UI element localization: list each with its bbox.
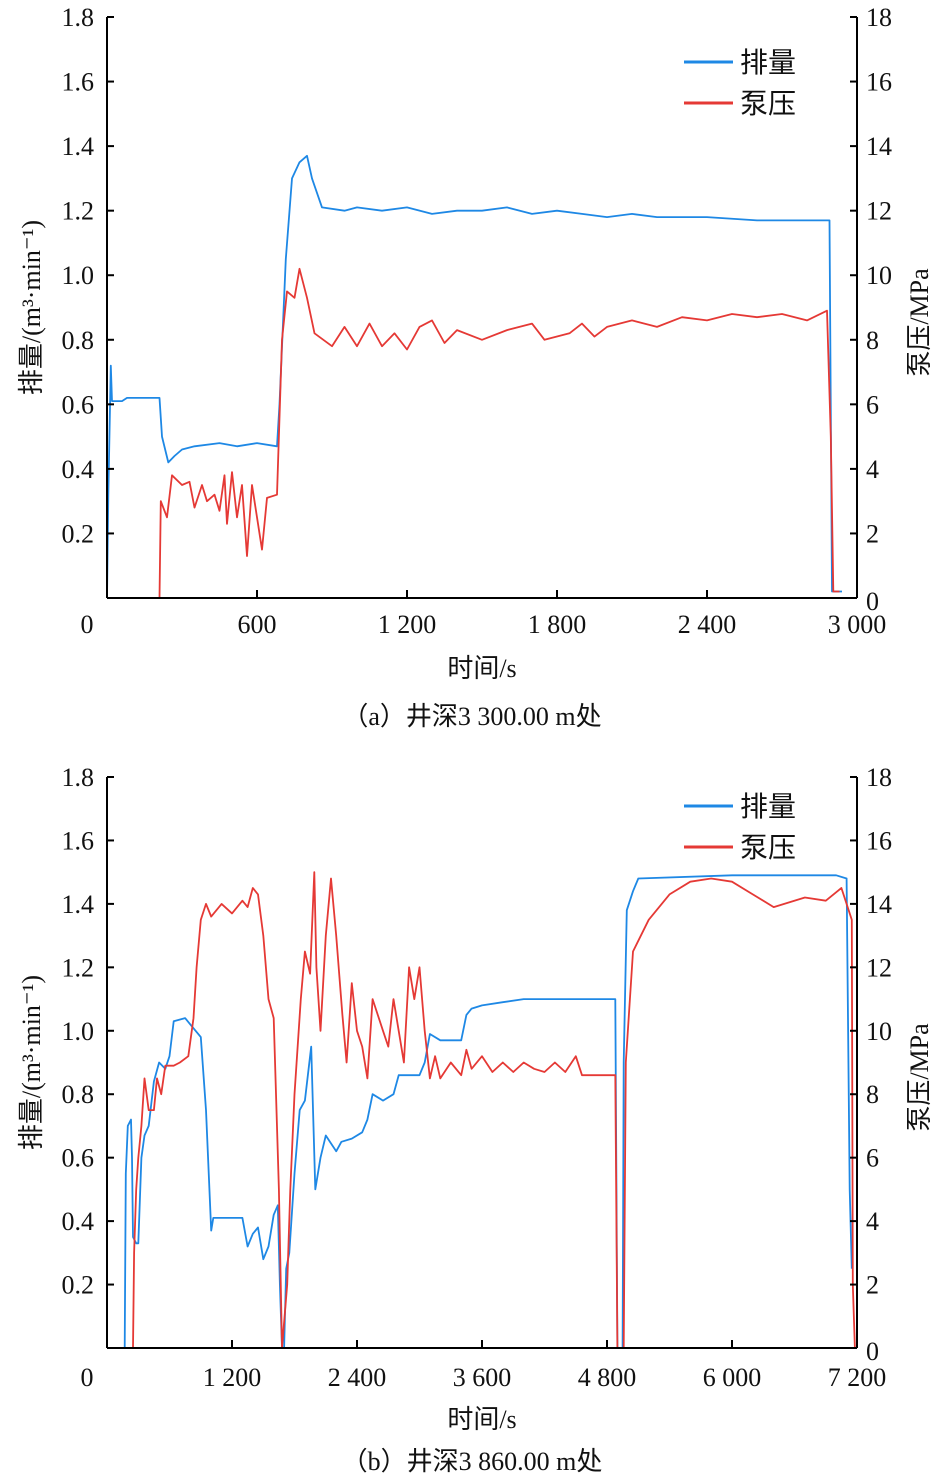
y-tick-label: 1.2 <box>62 197 95 226</box>
y-tick-label: 1.8 <box>62 3 95 32</box>
y-tick-label: 1.0 <box>62 1017 95 1046</box>
y-tick-label: 0.8 <box>62 326 95 355</box>
y-tick-label: 1.4 <box>62 890 95 919</box>
y2-tick-label: 16 <box>866 68 892 97</box>
y-tick-label: 1.4 <box>62 132 95 161</box>
x-tick-label: 3 600 <box>453 1363 512 1392</box>
y2-tick-label: 2 <box>866 1271 879 1300</box>
x-axis-title: 时间/s <box>447 654 516 683</box>
x-tick-label: 4 800 <box>578 1363 637 1392</box>
y-tick-label: 0.2 <box>62 519 95 548</box>
chart-caption: （b）井深3 860.00 m处 <box>342 1447 603 1476</box>
y-tick-label: 0.4 <box>62 1207 95 1236</box>
chart-panel-0: 0 600 1 200 1 800 2 400 3 000 0.2 0.4 0.6 0.8 1.0 1… <box>17 3 934 731</box>
y-tick-label: 0.4 <box>62 455 95 484</box>
y-tick-label: 1.6 <box>62 826 95 855</box>
y2-tick-label: 14 <box>866 890 892 919</box>
x-tick-label: 1 200 <box>378 610 437 639</box>
y2-tick-label: 18 <box>866 3 892 32</box>
chart-caption: （a）井深3 300.00 m处 <box>342 702 601 731</box>
y2-tick-label: 6 <box>866 390 879 419</box>
y-tick-label: 1.6 <box>62 68 95 97</box>
legend-label: 排量 <box>740 791 796 823</box>
y2-tick-label: 6 <box>866 1144 879 1173</box>
x-tick-label: 2 400 <box>678 610 737 639</box>
x-tick-label: 1 200 <box>203 1363 262 1392</box>
y2-axis-title: 泵压/MPa <box>905 1023 934 1132</box>
y2-tick-label: 8 <box>866 326 879 355</box>
x-tick-label: 2 400 <box>328 1363 387 1392</box>
y2-tick-label: 4 <box>866 1207 879 1236</box>
series-line-displacement <box>106 154 842 599</box>
y-tick-label: 0.6 <box>62 390 95 419</box>
y2-tick-label: 8 <box>866 1080 879 1109</box>
x-tick-label: 6 000 <box>703 1363 762 1392</box>
y-axis-title: 排量/(m³·min⁻¹) <box>17 220 46 395</box>
x-tick-label: 1 800 <box>528 610 587 639</box>
y2-tick-label: 4 <box>866 455 879 484</box>
y2-tick-label: 18 <box>866 763 892 792</box>
y-tick-label: 0.6 <box>62 1144 95 1173</box>
chart-panel-1: 0 1 200 2 400 3 600 4 800 6 000 7 200 0.2 0.4 0.6… <box>17 763 934 1476</box>
y2-tick-label: 16 <box>866 826 892 855</box>
y2-tick-label: 10 <box>866 261 892 290</box>
x-tick-label: 0 <box>81 1363 94 1392</box>
y2-tick-label: 12 <box>866 953 892 982</box>
y-tick-label: 1.2 <box>62 953 95 982</box>
y2-axis-title: 泵压/MPa <box>905 268 934 377</box>
y2-tick-label: 0 <box>866 587 879 616</box>
y2-tick-label: 0 <box>866 1337 879 1366</box>
x-tick-label: 7 200 <box>828 1363 887 1392</box>
y-tick-label: 1.8 <box>62 763 95 792</box>
series-line-pump-pressure <box>107 267 840 599</box>
y-tick-label: 1.0 <box>62 261 95 290</box>
x-tick-label: 0 <box>81 610 94 639</box>
y2-tick-label: 10 <box>866 1017 892 1046</box>
legend-label: 泵压 <box>740 89 796 120</box>
y2-tick-label: 12 <box>866 197 892 226</box>
legend-label: 排量 <box>740 47 796 79</box>
y-axis-title: 排量/(m³·min⁻¹) <box>17 975 46 1150</box>
legend-label: 泵压 <box>740 833 796 864</box>
y2-tick-label: 14 <box>866 132 892 161</box>
y-tick-label: 0.8 <box>62 1080 95 1109</box>
series-line-displacement <box>107 874 853 1349</box>
x-axis-title: 时间/s <box>447 1405 516 1434</box>
y-tick-label: 0.2 <box>62 1271 95 1300</box>
x-tick-label: 600 <box>238 610 277 639</box>
x-tick-label: 3 000 <box>828 610 887 639</box>
y2-tick-label: 2 <box>866 519 879 548</box>
series-line-pump-pressure <box>107 871 856 1349</box>
